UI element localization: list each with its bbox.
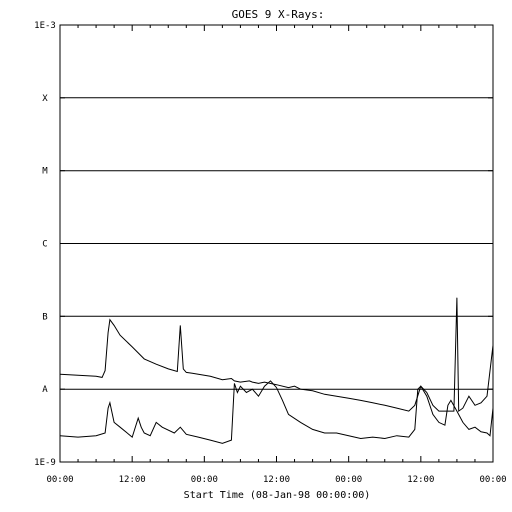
y-tick-label: A: [42, 385, 48, 395]
y-tick-label: M: [42, 167, 48, 177]
x-tick-labels: 00:00 12:00 00:00 12:00 00:00 12:00 00:00: [46, 475, 506, 485]
y-tick-label: X: [42, 94, 48, 104]
data-series: [59, 297, 494, 444]
x-tick-label: 00:00: [46, 475, 73, 485]
grid-lines: [60, 97, 493, 390]
x-tick-label: 00:00: [191, 475, 218, 485]
y-tick-label: C: [42, 240, 47, 250]
x-tick-label: 00:00: [335, 475, 362, 485]
y-tick-label: 1E-3: [34, 21, 56, 31]
x-tick-label: 12:00: [263, 475, 290, 485]
y-tick-label: 1E-9: [34, 458, 56, 468]
chart-title: GOES 9 X-Rays:: [232, 8, 325, 21]
series-line-2: [59, 380, 494, 444]
series-line-1: [59, 297, 494, 413]
y-tick-labels: 1E-9 A B C M X 1E-3: [34, 21, 56, 468]
axis-ticks: [59, 24, 494, 463]
x-tick-label: 12:00: [119, 475, 146, 485]
y-tick-label: B: [42, 312, 47, 322]
x-axis-label: Start Time (08-Jan-98 00:00:00): [184, 490, 371, 501]
x-tick-label: 12:00: [407, 475, 434, 485]
x-tick-label: 00:00: [479, 475, 506, 485]
